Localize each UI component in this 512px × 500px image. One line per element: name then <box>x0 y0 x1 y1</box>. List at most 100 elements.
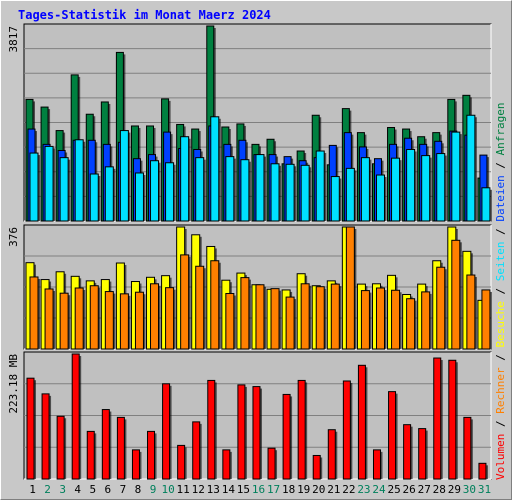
bar-volumen <box>282 393 291 480</box>
day-label: 26 <box>403 483 416 496</box>
bar-volumen <box>327 429 336 480</box>
bar-rechner <box>391 289 401 350</box>
bar-seiten <box>466 114 476 222</box>
day-label: 28 <box>433 483 446 496</box>
day-label: 22 <box>342 483 355 496</box>
bar-volumen <box>177 444 186 480</box>
bar-volumen <box>116 416 125 480</box>
y-axis-max-label: 3817 <box>7 26 20 53</box>
bar-rechner <box>300 283 310 350</box>
bar-rechner <box>375 287 385 350</box>
bar-seiten <box>119 130 129 222</box>
legend-entry: Seiten <box>494 242 507 282</box>
day-label: 4 <box>74 483 81 496</box>
bar-rechner <box>466 274 476 350</box>
day-label: 8 <box>135 483 142 496</box>
y-axis-max-label: 376 <box>7 227 20 247</box>
bar-volumen <box>478 462 487 480</box>
day-label: 16 <box>252 483 265 496</box>
day-label: 10 <box>161 483 174 496</box>
y-axis-max-label: 223.18 MB <box>7 354 20 414</box>
bar-seiten <box>255 154 265 222</box>
bar-rechner <box>89 285 99 350</box>
bar-rechner <box>134 291 144 350</box>
bar-volumen <box>207 379 216 480</box>
bar-volumen <box>222 449 231 480</box>
bar-seiten <box>315 150 325 222</box>
chart-title: Tages-Statistik im Monat Maerz 2024 <box>18 8 271 22</box>
day-label: 20 <box>312 483 325 496</box>
bar-rechner <box>436 266 446 350</box>
bar-rechner <box>165 287 175 350</box>
day-label: 24 <box>372 483 386 496</box>
bar-seiten <box>104 166 114 222</box>
bar-volumen <box>463 416 472 480</box>
bar-seiten <box>29 152 39 222</box>
legend-entry: / <box>494 414 507 434</box>
legend-entry: Dateien <box>494 175 507 221</box>
day-label: 2 <box>44 483 51 496</box>
bar-seiten <box>180 136 190 222</box>
day-label: 18 <box>282 483 295 496</box>
bar-rechner <box>195 265 205 350</box>
bar-rechner <box>225 293 235 350</box>
bar-volumen <box>162 383 171 480</box>
bar-seiten <box>165 162 175 222</box>
legend-entry: / <box>494 281 507 301</box>
bar-volumen <box>41 393 50 480</box>
day-label: 5 <box>89 483 96 496</box>
bar-seiten <box>300 164 310 222</box>
day-label: 31 <box>478 483 491 496</box>
bar-volumen <box>372 449 381 480</box>
bar-volumen <box>388 391 397 480</box>
legend-entry: / <box>494 222 507 242</box>
bar-seiten <box>481 187 491 222</box>
bar-rechner <box>240 277 250 350</box>
bar-volumen <box>448 359 457 480</box>
bar-seiten <box>150 160 160 222</box>
bar-volumen <box>147 430 156 480</box>
bar-seiten <box>195 157 205 222</box>
bar-seiten <box>225 156 235 222</box>
bar-rechner <box>74 287 84 350</box>
day-label: 15 <box>237 483 250 496</box>
day-label: 9 <box>150 483 157 496</box>
bar-seiten <box>240 159 250 222</box>
bar-rechner <box>481 289 491 350</box>
bar-rechner <box>270 288 280 350</box>
bar-rechner <box>315 286 325 350</box>
legend-entry: / <box>494 348 507 368</box>
bar-rechner <box>210 260 220 350</box>
day-label: 11 <box>177 483 190 496</box>
bar-seiten <box>406 148 416 222</box>
legend-entry: Volumen <box>494 434 507 480</box>
bar-volumen <box>26 377 35 480</box>
bar-seiten <box>89 173 99 222</box>
bar-volumen <box>71 353 80 480</box>
day-label: 30 <box>463 483 476 496</box>
bar-seiten <box>375 174 385 222</box>
bar-rechner <box>255 284 265 350</box>
day-label: 19 <box>297 483 310 496</box>
day-label: 25 <box>387 483 400 496</box>
bar-rechner <box>451 239 461 350</box>
bar-seiten <box>421 155 431 222</box>
bar-seiten <box>210 116 220 222</box>
bar-rechner <box>345 226 355 350</box>
day-label: 6 <box>105 483 112 496</box>
bar-volumen <box>252 386 261 480</box>
legend-entry: / <box>494 155 507 175</box>
day-label: 1 <box>29 483 36 496</box>
bar-volumen <box>86 430 95 480</box>
bar-seiten <box>270 163 280 222</box>
bar-volumen <box>418 428 427 480</box>
bar-rechner <box>150 283 160 350</box>
bar-seiten <box>330 176 340 222</box>
right-legend: Volumen / Rechner / Besuche / Seiten / D… <box>494 102 507 480</box>
day-label: 17 <box>267 483 280 496</box>
bar-rechner <box>360 290 370 350</box>
bar-seiten <box>285 163 295 222</box>
legend-entry: Besuche <box>494 301 507 347</box>
day-label: 3 <box>59 483 66 496</box>
